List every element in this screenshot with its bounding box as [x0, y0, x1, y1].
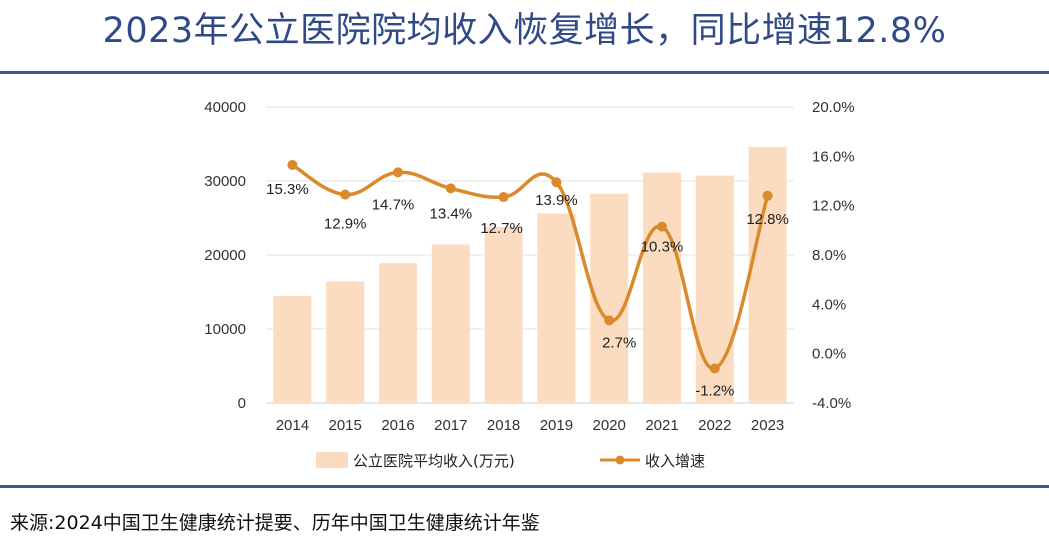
growth-data-label: 13.4%: [430, 205, 473, 222]
source-note: 来源:2024中国卫生健康统计提要、历年中国卫生健康统计年鉴: [10, 512, 540, 534]
growth-point: [657, 221, 667, 232]
x-axis-tick: 2019: [540, 417, 573, 434]
x-axis-tick: 2016: [381, 417, 414, 434]
legend: 公立医院平均收入(万元) 收入增速: [316, 452, 705, 470]
bar: [643, 172, 681, 403]
bar: [326, 281, 365, 403]
growth-data-label: 12.7%: [480, 220, 523, 237]
bar: [748, 146, 787, 403]
left-axis-tick: 0: [238, 395, 246, 412]
growth-point: [709, 363, 720, 374]
legend-bar-swatch: [316, 452, 348, 468]
bar: [379, 263, 417, 403]
growth-point: [498, 192, 509, 203]
legend-label-growth: 收入增速: [645, 452, 705, 470]
right-axis-tick: -4.0%: [812, 395, 851, 412]
growth-point: [287, 159, 298, 170]
x-axis-tick: 2017: [434, 417, 467, 434]
growth-point: [445, 183, 456, 194]
x-axis-tick: 2014: [276, 417, 309, 434]
left-axis-tick: 30000: [204, 173, 246, 190]
right-axis-tick: 8.0%: [812, 247, 846, 264]
x-axis-tick: 2015: [329, 417, 362, 434]
right-axis-tick: 16.0%: [812, 148, 855, 165]
legend-label-income: 公立医院平均收入(万元): [353, 452, 515, 470]
bar: [431, 244, 470, 403]
left-axis-tick: 40000: [204, 99, 246, 116]
growth-data-label: 12.8%: [746, 211, 789, 228]
growth-point: [551, 177, 562, 188]
growth-data-label: 15.3%: [266, 181, 309, 198]
right-axis-tick: 20.0%: [812, 99, 855, 116]
left-axis-tick: 20000: [204, 247, 246, 264]
growth-data-label: 14.7%: [372, 196, 415, 213]
right-axis-tick: 0.0%: [812, 346, 846, 363]
growth-data-label: 12.9%: [324, 216, 367, 233]
page-title: 2023年公立医院院均收入恢复增长，同比增速12.8%: [102, 11, 947, 51]
growth-point: [393, 167, 403, 178]
bar: [273, 295, 312, 403]
legend-line-marker: [615, 455, 625, 465]
bar: [484, 226, 523, 403]
growth-data-label: 10.3%: [641, 239, 684, 256]
top-divider: [0, 71, 1049, 74]
growth-data-label: -1.2%: [695, 382, 734, 399]
right-axis-tick: 4.0%: [812, 296, 846, 313]
x-axis-tick: 2022: [698, 417, 731, 434]
right-axis-tick: 12.0%: [812, 198, 855, 215]
growth-line: [291, 163, 770, 371]
growth-point: [762, 190, 773, 201]
growth-data-label: 13.9%: [535, 192, 578, 209]
x-axis-tick: 2021: [645, 417, 678, 434]
growth-point: [604, 315, 615, 326]
x-axis-tick: 2018: [487, 417, 520, 434]
growth-point: [340, 189, 351, 200]
growth-data-label: 2.7%: [602, 334, 636, 351]
bottom-divider: [0, 485, 1049, 488]
left-axis-tick: 10000: [204, 321, 246, 338]
x-axis-tick: 2023: [751, 417, 784, 434]
bar: [537, 213, 576, 403]
x-axis-tick: 2020: [593, 417, 626, 434]
